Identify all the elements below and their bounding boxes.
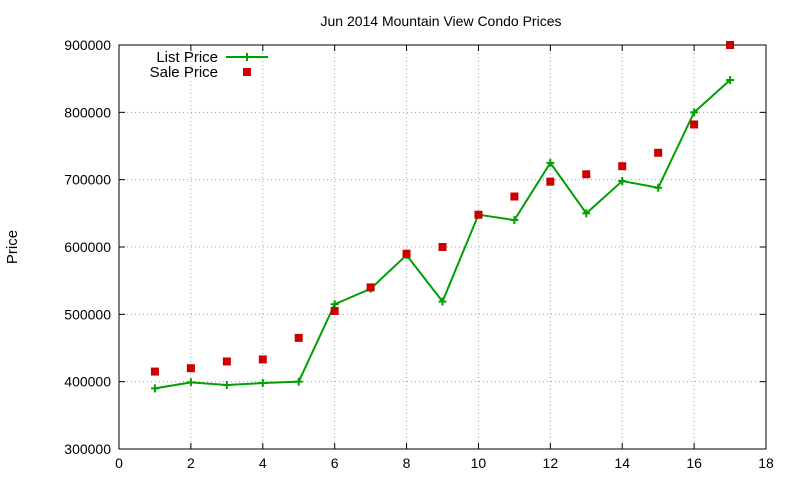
list-price-point xyxy=(582,209,591,218)
list-price-point xyxy=(726,76,735,85)
sale-price-point xyxy=(690,120,699,129)
x-tick-label: 12 xyxy=(543,455,559,471)
sale-price-point xyxy=(402,249,411,258)
sale-price-point xyxy=(546,177,555,186)
x-tick-label: 16 xyxy=(686,455,702,471)
series xyxy=(150,41,735,393)
sale-price-point xyxy=(510,192,519,201)
list-price-point xyxy=(186,378,195,387)
list-price-line xyxy=(154,79,731,390)
y-tick-label: 500000 xyxy=(64,306,111,322)
list-price-point xyxy=(222,381,231,390)
list-price-point xyxy=(510,216,519,225)
sale-price-point xyxy=(618,162,627,171)
sale-price-point xyxy=(150,367,159,376)
list-price-point xyxy=(690,108,699,117)
sale-price-point xyxy=(474,210,483,219)
sale-price-point xyxy=(582,170,591,179)
legend-label-list-price: List Price xyxy=(156,49,218,66)
sale-price-point xyxy=(654,148,663,157)
sale-price-point xyxy=(222,357,231,366)
y-tick-label: 600000 xyxy=(64,239,111,255)
y-tick-label: 900000 xyxy=(64,37,111,53)
legend-marker-list-price xyxy=(243,53,251,61)
x-tick-label: 18 xyxy=(758,455,774,471)
sale-price-point xyxy=(726,41,735,49)
sale-price-point xyxy=(330,306,339,315)
y-axis-label: Price xyxy=(4,230,21,264)
y-tick-label: 300000 xyxy=(64,441,111,457)
list-price-point xyxy=(150,384,159,393)
x-tick-label: 6 xyxy=(331,455,339,471)
chart-title: Jun 2014 Mountain View Condo Prices xyxy=(320,13,561,29)
list-price-point xyxy=(294,377,303,386)
axes: 0 2 4 6 8 10 12 14 16 18 300000 400000 500000 600000 7… xyxy=(64,37,774,471)
x-tick-label: 2 xyxy=(187,455,195,471)
list-price-point xyxy=(258,379,267,388)
x-tick-label: 8 xyxy=(403,455,411,471)
legend-label-sale-price: Sale Price xyxy=(150,64,218,81)
x-tick-label: 14 xyxy=(614,455,630,471)
x-tick-label: 0 xyxy=(115,455,123,471)
list-price-point xyxy=(654,183,663,192)
legend-swatch-sale-price xyxy=(243,68,251,76)
y-tick-label: 800000 xyxy=(64,104,111,120)
list-price-point xyxy=(546,158,555,167)
y-tick-label: 400000 xyxy=(64,374,111,390)
x-tick-label: 4 xyxy=(259,455,267,471)
y-tick-label: 700000 xyxy=(64,172,111,188)
x-tick-label: 10 xyxy=(471,455,487,471)
list-price-point xyxy=(330,300,339,309)
sale-price-point xyxy=(438,243,447,251)
sale-price-point xyxy=(366,283,375,292)
sale-price-point xyxy=(186,364,195,373)
sale-price-point xyxy=(294,333,303,342)
list-price-point xyxy=(618,177,627,186)
sale-price-point xyxy=(258,355,267,364)
list-price-point xyxy=(438,297,447,306)
